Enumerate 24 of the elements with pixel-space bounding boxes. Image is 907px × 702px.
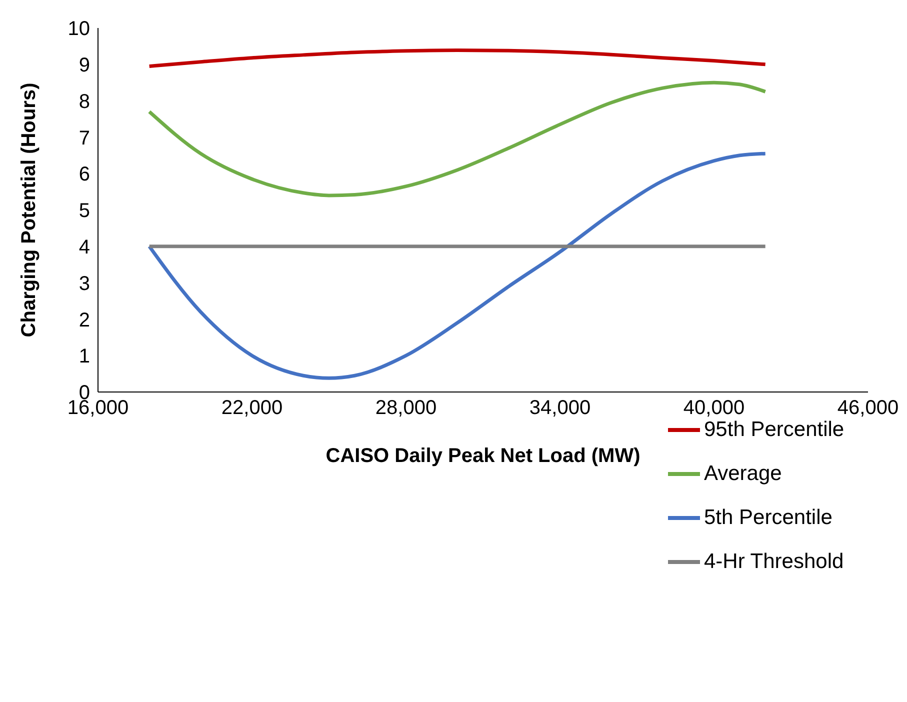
y-tick-label: 5 xyxy=(78,200,90,222)
y-tick-label: 8 xyxy=(78,90,90,113)
x-tick-label: 34,000 xyxy=(529,397,591,420)
legend-label: 4-Hr Threshold xyxy=(704,550,844,574)
x-axis-title: CAISO Daily Peak Net Load (MW) xyxy=(326,445,640,467)
line-series xyxy=(148,48,768,68)
y-tick-label: 2 xyxy=(78,309,90,332)
y-tick-label: 6 xyxy=(78,164,90,186)
x-tick-label: 22,000 xyxy=(221,397,283,420)
y-tick-label: 7 xyxy=(78,127,90,150)
y-tick-label: 10 xyxy=(68,18,90,40)
legend-label: 5th Percentile xyxy=(704,506,832,530)
x-tick-label: 40,000 xyxy=(683,397,745,420)
y-tick-label: 1 xyxy=(78,346,90,368)
legend-label: 95th Percentile xyxy=(704,418,844,442)
legend-label: Average xyxy=(704,462,782,486)
line-series xyxy=(148,80,768,198)
line-series xyxy=(148,152,768,380)
x-tick-label: 28,000 xyxy=(375,397,437,420)
y-tick-label: 4 xyxy=(78,236,90,258)
y-tick-label: 3 xyxy=(78,272,90,295)
y-tick-label: 9 xyxy=(78,54,90,76)
y-axis-title: Charging Potential (Hours) xyxy=(18,82,40,338)
x-tick-label: 46,000 xyxy=(837,397,899,420)
